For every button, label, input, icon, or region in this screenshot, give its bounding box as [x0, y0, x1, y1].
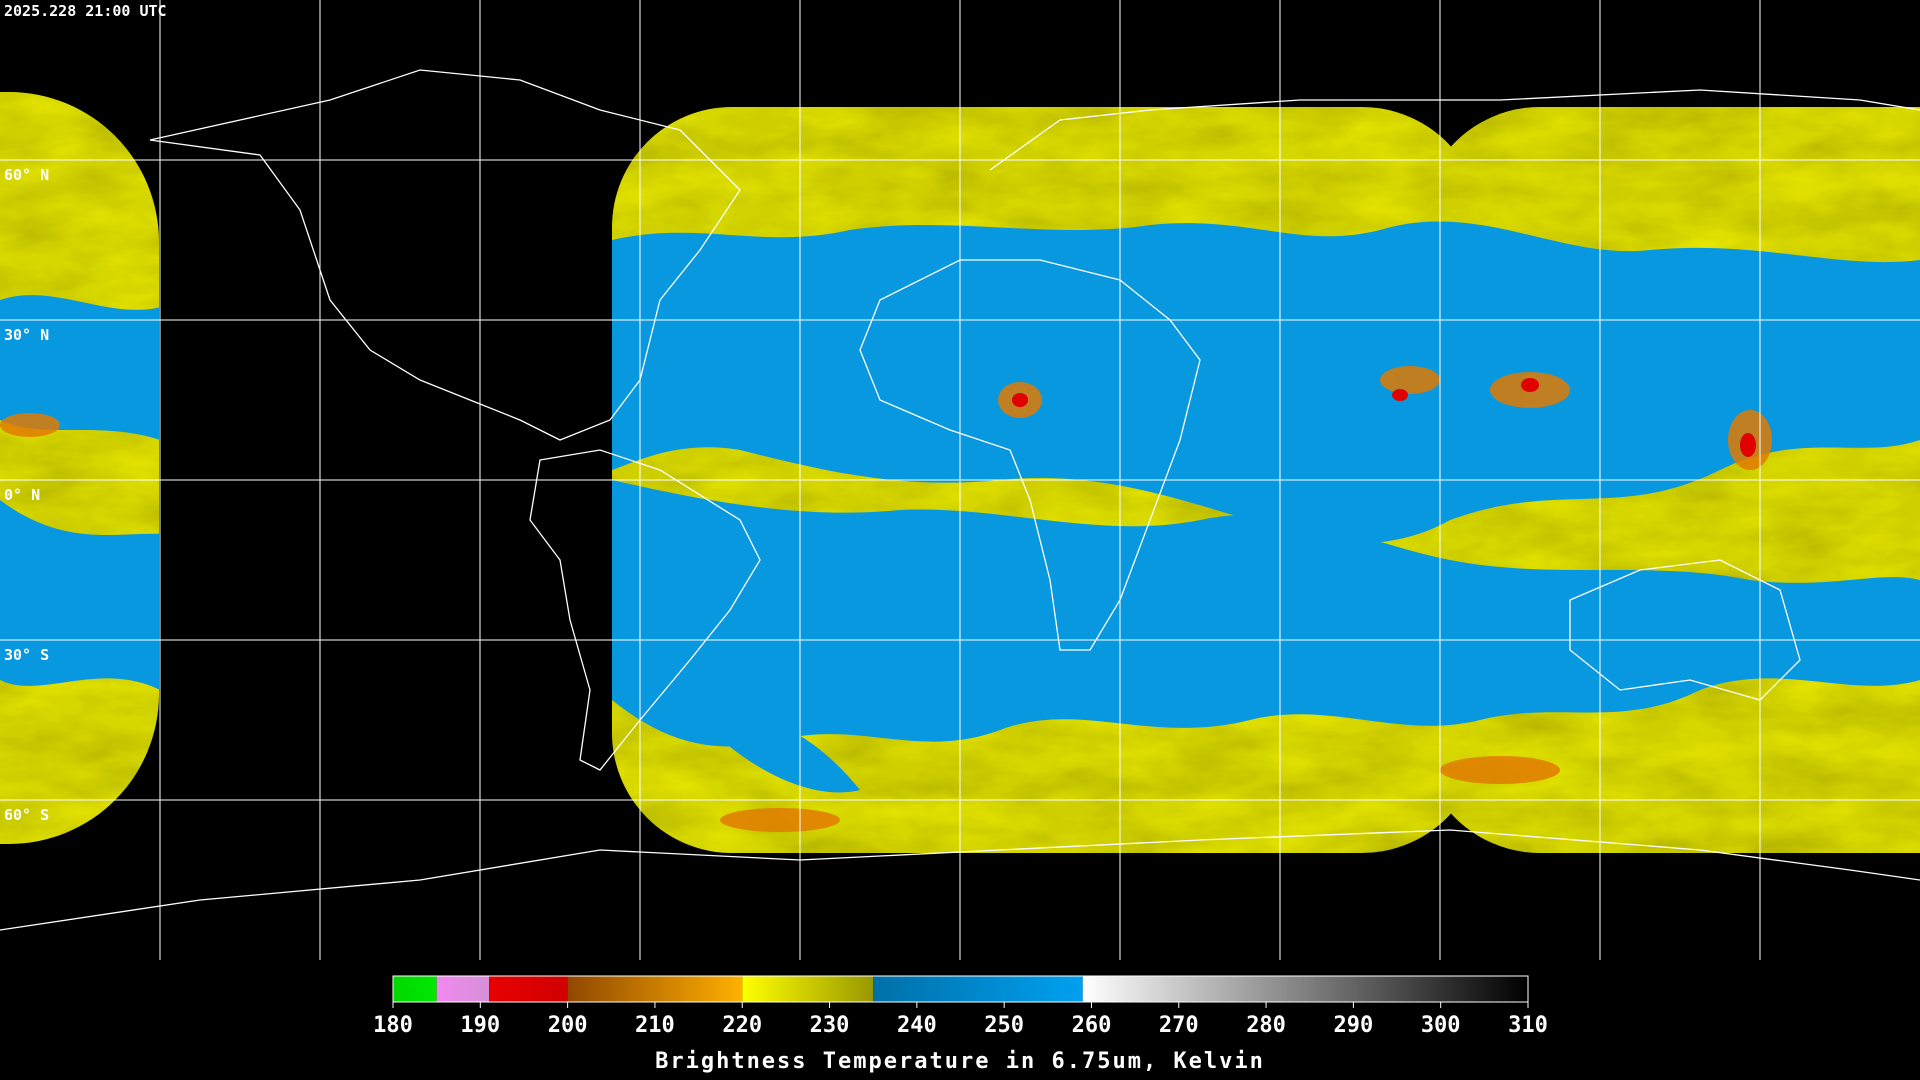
colorbar-segment [873, 976, 1083, 1002]
colorbar-tick-label: 280 [1246, 1013, 1286, 1038]
deep-convection [1012, 378, 1756, 457]
australia [1569, 559, 1801, 701]
colorbar-tick-label: 270 [1159, 1013, 1199, 1038]
latitude-label: 0° N [4, 486, 40, 504]
colorbar-segment [489, 976, 568, 1002]
colorbar-tick-label: 260 [1072, 1013, 1112, 1038]
colorbar-frame [392, 975, 1529, 1003]
colorbar-segment [1082, 976, 1528, 1002]
antarctica [0, 829, 1920, 931]
graticule: 60° N 30° N 0° N 30° S 60° S [0, 0, 1920, 960]
dry-air-swirl [700, 714, 860, 793]
colorbar-segment [742, 976, 874, 1002]
colorbar-tick-label: 180 [373, 1013, 413, 1038]
colorbar-tick-label: 300 [1421, 1013, 1461, 1038]
colorbar: 180 190 200 210 220 230 240 250 260 270 280 290 300 3… [373, 975, 1548, 1038]
colorbar-segment [393, 976, 437, 1002]
colorbar-tick-label: 290 [1334, 1013, 1374, 1038]
colorbar-segment [436, 976, 490, 1002]
colorbar-tick-label: 310 [1508, 1013, 1548, 1038]
north-america [149, 69, 741, 441]
colorbar-tick-label: 240 [897, 1013, 937, 1038]
eurasia-north [989, 89, 1920, 171]
latitude-label: 60° N [4, 166, 49, 184]
colorbar-tick-label: 210 [635, 1013, 675, 1038]
colorbar-tick-label: 200 [548, 1013, 588, 1038]
colorbar-tick-label: 250 [984, 1013, 1024, 1038]
colorbar-title: Brightness Temperature in 6.75um, Kelvin [655, 1049, 1265, 1074]
colorbar-segment [567, 976, 743, 1002]
colorbar-tick-label: 220 [722, 1013, 762, 1038]
cold-cloud-tops [0, 366, 1772, 832]
latitude-label: 60° S [4, 806, 49, 824]
timestamp: 2025.228 21:00 UTC [4, 2, 167, 20]
latitude-label: 30° S [4, 646, 49, 664]
colorbar-tick-label: 190 [460, 1013, 500, 1038]
colorbar-tick-label: 230 [810, 1013, 850, 1038]
latitude-label: 30° N [4, 326, 49, 344]
africa [859, 259, 1201, 651]
